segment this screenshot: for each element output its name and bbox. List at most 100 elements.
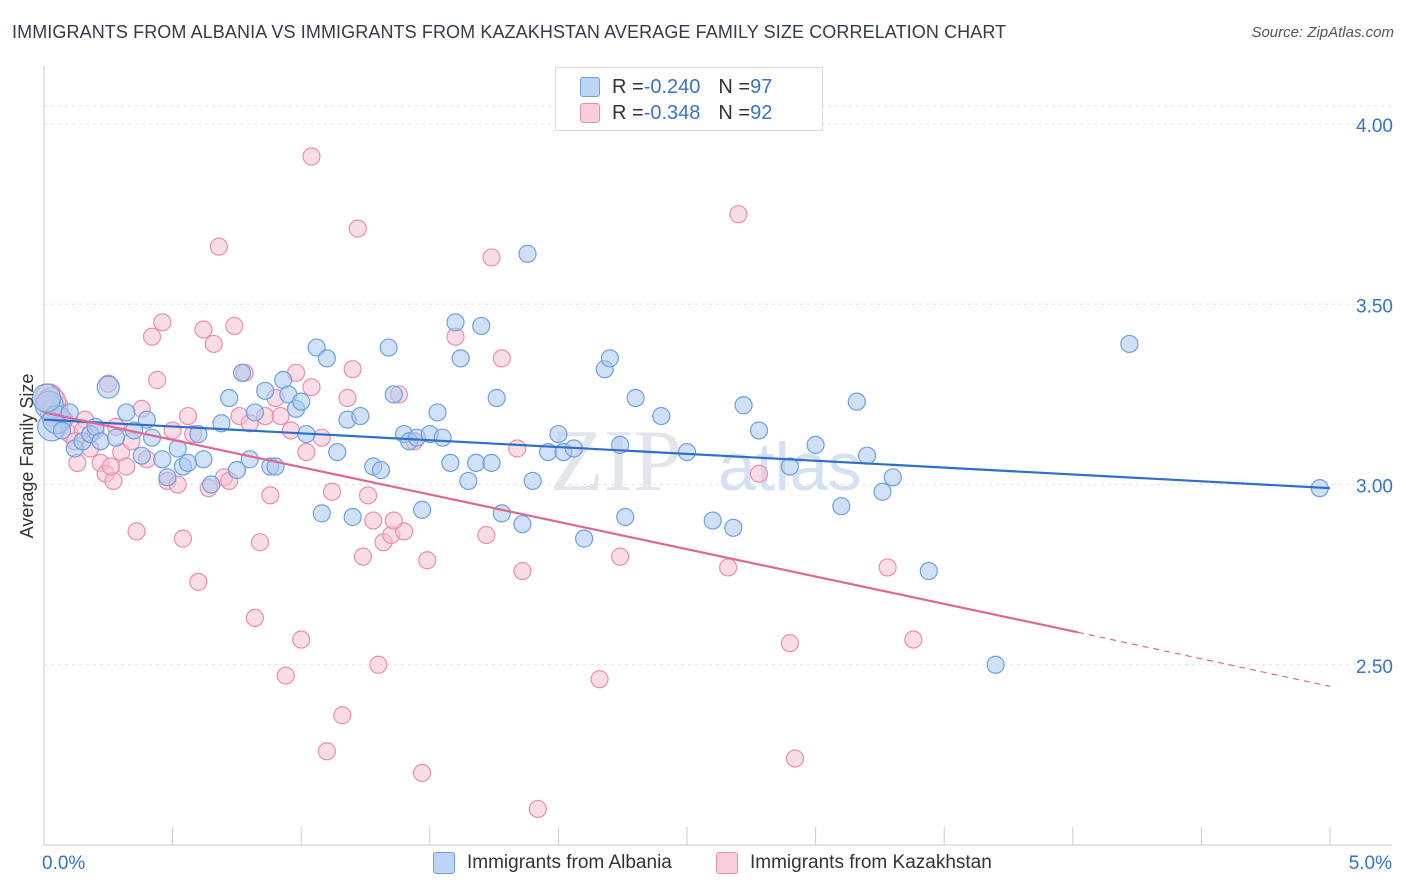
albania-point	[96, 375, 120, 399]
albania-point	[523, 471, 542, 491]
albania-point	[857, 446, 877, 465]
kazakhstan-point	[343, 360, 362, 379]
kazakhstan-point	[528, 799, 547, 819]
kazakhstan-point	[338, 388, 357, 408]
kazakhstan-point	[189, 572, 208, 591]
kazakhstan-point	[508, 439, 527, 458]
albania-point	[371, 461, 391, 480]
kazakhstan-point	[163, 421, 182, 440]
albania-point	[428, 403, 447, 422]
albania-point	[986, 655, 1005, 674]
albania-point	[106, 428, 126, 447]
kazakhstan-point	[261, 486, 280, 505]
kazakhstan-point	[302, 378, 321, 397]
chart-title: IMMIGRANTS FROM ALBANIA VS IMMIGRANTS FR…	[12, 22, 1007, 42]
kazakhstan-point	[292, 630, 311, 649]
albania-point	[117, 403, 136, 422]
kazakhstan-point	[785, 749, 805, 768]
legend-r-label: R =	[612, 75, 644, 98]
albania-point	[232, 363, 252, 382]
legend-r-label: R =	[612, 101, 644, 124]
bottom-legend-kazakhstan: Immigrants from Kazakhstan	[716, 852, 992, 874]
kazakhstan-point	[127, 522, 146, 541]
albania-point	[652, 406, 671, 426]
kazakhstan-point	[369, 655, 388, 674]
kazakhstan-point	[729, 205, 748, 224]
albania-point	[451, 349, 470, 368]
kazakhstan-point	[153, 313, 172, 332]
albania-point	[446, 313, 465, 332]
kazakhstan-point	[353, 547, 373, 566]
y-tick-label: 2.50	[1356, 657, 1393, 678]
albania-point	[194, 450, 213, 469]
kazakhstan-point	[204, 334, 223, 354]
albania-point	[245, 403, 265, 422]
kazakhstan-point	[358, 486, 378, 505]
kazakhstan-point	[142, 327, 162, 346]
albania-point	[328, 442, 347, 462]
correlation-legend: R = -0.240 N = 97 R = -0.348 N = 92	[555, 67, 823, 131]
kazakhstan-point	[281, 421, 301, 440]
albania-point	[549, 424, 568, 444]
y-axis-label: Average Family Size	[17, 374, 37, 539]
albania-point	[487, 388, 506, 408]
legend-row-kazakhstan: R = -0.348 N = 92	[580, 101, 772, 125]
albania-point	[227, 461, 246, 480]
albania-point	[677, 442, 697, 462]
bottom-legend-label-albania: Immigrants from Albania	[467, 852, 672, 873]
bottom-legend-swatch-albania	[433, 852, 455, 874]
kazakhstan-point	[412, 763, 432, 783]
y-tick-label: 3.50	[1356, 296, 1393, 317]
legend-n-value-kazakhstan: 92	[750, 101, 773, 124]
albania-point	[153, 450, 172, 469]
albania-trend-line	[43, 418, 1331, 490]
legend-swatch-albania	[580, 77, 600, 97]
kazakhstan-point	[194, 320, 213, 339]
albania-point	[292, 392, 311, 411]
albania-point	[1120, 334, 1139, 354]
albania-point	[847, 392, 866, 411]
albania-point	[433, 428, 452, 447]
albania-point	[189, 424, 208, 444]
chart-source: Source: ZipAtlas.com	[1251, 24, 1394, 41]
legend-r-value-kazakhstan: -0.348	[643, 101, 701, 124]
albania-point	[734, 396, 753, 415]
bottom-legend-label-kazakhstan: Immigrants from Kazakhstan	[750, 852, 992, 873]
albania-point	[466, 453, 486, 473]
grid-lines	[44, 105, 1392, 666]
albania-point	[724, 518, 743, 537]
kazakhstan-point	[477, 525, 496, 545]
legend-row-albania: R = -0.240 N = 97	[580, 75, 772, 99]
kazakhstan-point	[317, 742, 337, 761]
kazakhstan-point	[348, 219, 367, 238]
kazakhstan-point	[312, 428, 331, 447]
albania-point	[158, 468, 177, 487]
kazakhstan-trend-line	[43, 411, 1079, 634]
legend-n-label: N =	[718, 101, 751, 124]
albania-point	[202, 475, 221, 494]
albania-point	[379, 338, 398, 357]
kazakhstan-point	[749, 464, 769, 483]
kazakhstan-point	[333, 706, 352, 725]
kazakhstan-point	[364, 511, 383, 530]
kazakhstan-point	[245, 608, 265, 628]
bottom-legend-albania: Immigrants from Albania	[433, 852, 672, 874]
kazakhstan-point	[173, 529, 192, 548]
albania-point	[883, 468, 902, 487]
data-points	[31, 147, 1329, 819]
kazakhstan-point	[276, 666, 295, 685]
axes	[43, 66, 1392, 846]
x-tick-label: 5.0%	[1349, 853, 1392, 874]
albania-point	[513, 515, 532, 534]
albania-point	[240, 450, 259, 469]
albania-point	[518, 244, 537, 263]
kazakhstan-point	[148, 370, 167, 390]
kazakhstan-point	[780, 634, 799, 653]
kazakhstan-point	[878, 558, 897, 577]
kazakhstan-point	[297, 442, 316, 462]
albania-point	[703, 511, 722, 530]
kazakhstan-point	[101, 457, 120, 476]
albania-point	[178, 453, 198, 473]
kazakhstan-point	[611, 547, 630, 566]
albania-point	[459, 471, 478, 491]
